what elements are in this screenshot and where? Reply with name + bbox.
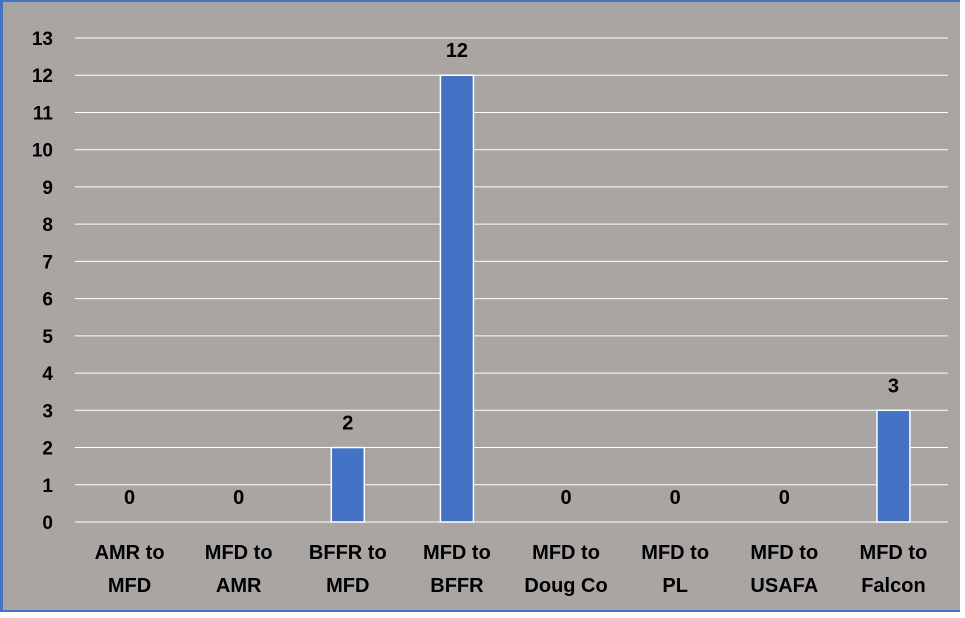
bars [330,74,911,523]
bar [330,446,366,523]
data-label: 0 [124,487,135,509]
data-label: 2 [342,413,353,435]
bar [876,409,911,523]
data-label: 0 [561,487,572,509]
y-tick-label: 8 [42,215,53,236]
bar [439,74,475,523]
category-label: MFD to [641,542,709,564]
category-label: MFD to [860,542,928,564]
category-label: MFD to [423,542,491,564]
y-tick-label: 2 [42,439,53,460]
y-tick-label: 9 [42,178,53,199]
category-labels: AMR to MFD MFD to AMR BFFR to MFD MFD to BFFR MF… [95,542,928,597]
category-label: AMR to [95,542,165,564]
data-label: 0 [233,487,244,509]
category-label: MFD to [750,542,818,564]
category-label: MFD to [205,542,273,564]
y-tick-label: 12 [32,66,53,87]
y-tick-label: 11 [33,103,54,124]
category-label: AMR [216,575,262,597]
category-label: MFD [108,575,151,597]
y-tick-label: 7 [42,252,53,273]
category-label: USAFA [750,575,818,597]
category-label: Doug Co [524,575,607,597]
data-label: 0 [670,487,681,509]
data-label: 3 [888,375,899,397]
data-labels: 0 0 2 12 0 0 0 3 [124,40,899,509]
data-label: 0 [779,487,790,509]
y-tick-label: 3 [42,401,53,422]
category-label: MFD to [532,542,600,564]
y-tick-label: 4 [42,364,53,385]
category-label: MFD [326,575,369,597]
category-label: BFFR [430,575,484,597]
category-label: BFFR to [309,542,387,564]
y-tick-label: 13 [32,29,53,50]
category-label: Falcon [861,575,925,597]
data-label: 12 [446,40,468,62]
y-tick-label: 5 [42,327,53,348]
y-tick-label: 0 [42,513,53,534]
y-tick-label: 10 [32,141,53,162]
gridlines [75,37,948,523]
y-tick-label: 6 [42,290,53,311]
y-tick-label: 1 [42,476,53,497]
category-label: PL [662,575,688,597]
